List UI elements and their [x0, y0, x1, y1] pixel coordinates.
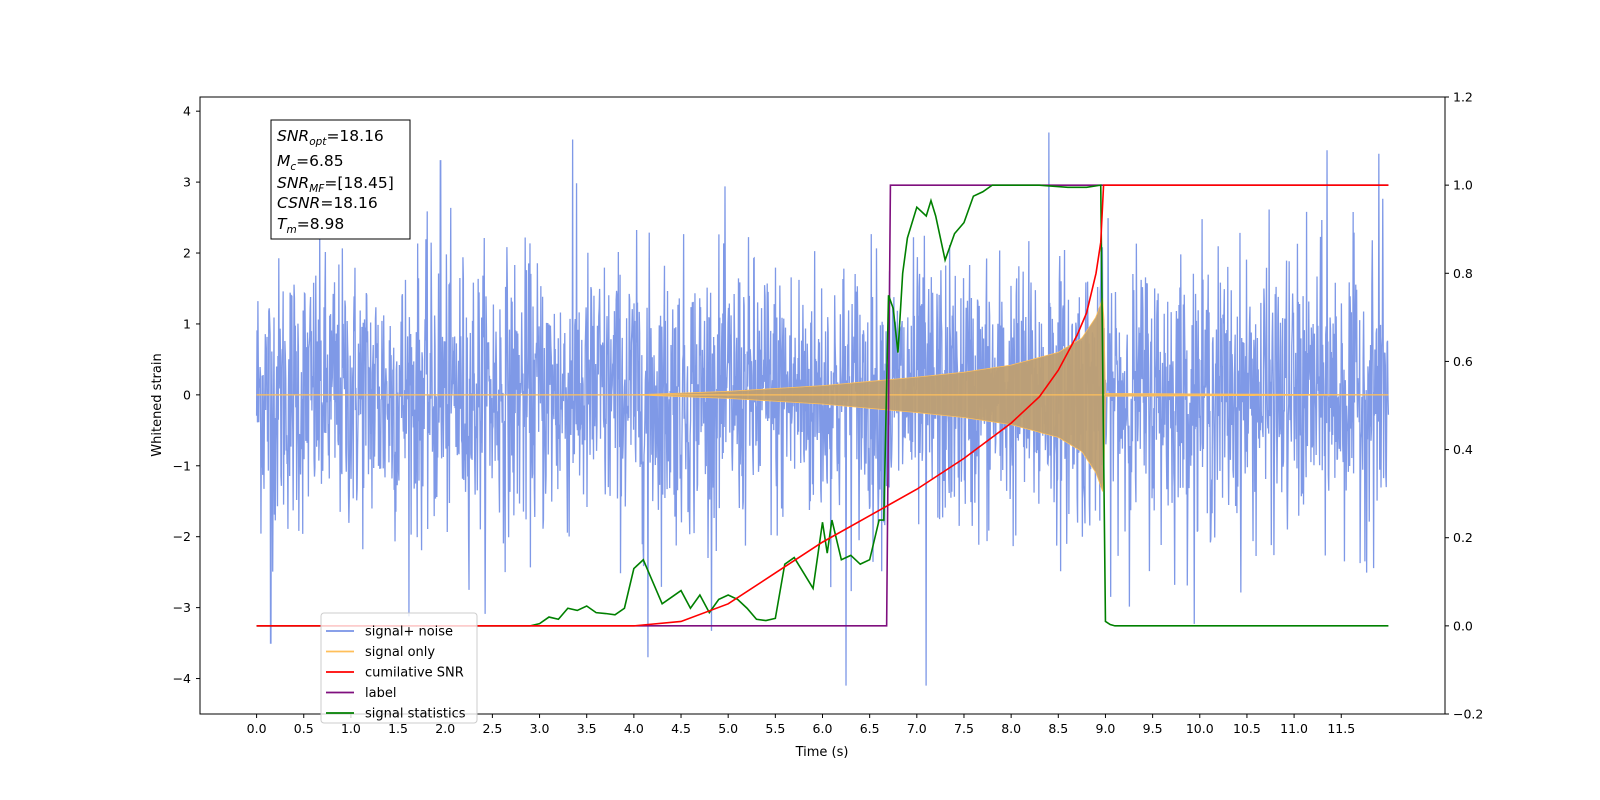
legend: signal+ noise signal only cumilative SNR la…: [320, 612, 478, 724]
y-tick-label-left: 0: [183, 387, 191, 402]
stats-box: SNRopt=18.16 Mc=6.85 SNRMF=[18.45] CSNR=…: [270, 119, 411, 240]
x-tick-label: 3.5: [577, 721, 597, 736]
legend-frame: [320, 612, 478, 724]
x-tick-label: 5.0: [718, 721, 738, 736]
stats-box-frame: [270, 119, 411, 240]
y-tick-label-right: 0.0: [1453, 618, 1473, 633]
x-tick-label: 4.0: [624, 721, 644, 736]
x-tick-label: 1.5: [388, 721, 408, 736]
x-tick-label: 0.5: [294, 721, 314, 736]
legend-items: signal+ noise signal only cumilative SNR la…: [326, 625, 466, 722]
x-tick-label: 5.5: [765, 721, 785, 736]
x-tick-label: 8.5: [1048, 721, 1068, 736]
x-tick-label: 4.5: [671, 721, 691, 736]
stats-snr-opt: SNRopt=18.16: [277, 127, 384, 148]
legend-entry: signal statistics: [365, 707, 466, 722]
y-axis-left: −4 −3 −2 −1 0 1 2 3 4: [173, 104, 200, 686]
y-tick-label-right: 1.0: [1453, 178, 1473, 193]
y-tick-label-left: −1: [173, 458, 191, 473]
x-tick-label: 6.5: [860, 721, 880, 736]
series-layer: [255, 132, 1390, 686]
x-tick-label: 6.0: [813, 721, 833, 736]
legend-entry: signal only: [365, 645, 435, 660]
legend-entry: signal+ noise: [365, 625, 453, 640]
y-tick-label-left: −2: [173, 529, 191, 544]
y-tick-label-right: 0.4: [1453, 442, 1473, 457]
legend-entry: cumilative SNR: [365, 666, 464, 681]
y-tick-label-right: 0.8: [1453, 266, 1473, 281]
x-axis-label: Time (s): [795, 745, 849, 760]
x-tick-label: 9.0: [1096, 721, 1116, 736]
x-tick-label: 11.5: [1327, 721, 1355, 736]
x-tick-label: 11.0: [1280, 721, 1308, 736]
stats-snr-mf: SNRMF=[18.45]: [277, 174, 394, 195]
plot-area: [255, 132, 1390, 686]
stats-mc: Mc=6.85: [277, 152, 344, 173]
x-tick-label: 3.0: [530, 721, 550, 736]
stats-tm: Tm=8.98: [277, 215, 344, 236]
series-signal-statistics: [256, 184, 1389, 627]
y-tick-label-right: 0.6: [1453, 354, 1473, 369]
y-tick-label-left: 2: [183, 246, 191, 261]
y-tick-label-right: −0.2: [1453, 707, 1483, 722]
x-tick-label: 2.5: [482, 721, 502, 736]
x-tick-label: 2.0: [435, 721, 455, 736]
x-tick-label: 7.5: [954, 721, 974, 736]
y-tick-label-left: −3: [173, 600, 191, 615]
y-tick-label-right: 0.2: [1453, 530, 1473, 545]
y-tick-label-left: −4: [173, 671, 191, 686]
x-tick-label: 10.5: [1233, 721, 1261, 736]
series-cumulative-snr: [256, 184, 1389, 627]
y-axis-right: −0.2 0.0 0.2 0.4 0.6 0.8 1.0 1.2: [1445, 90, 1483, 722]
x-tick-label: 8.0: [1001, 721, 1021, 736]
y-axis-label: Whitened strain: [150, 353, 165, 456]
y-tick-label-left: 1: [183, 316, 191, 331]
x-tick-label: 1.0: [341, 721, 361, 736]
x-tick-label: 9.5: [1143, 721, 1163, 736]
stats-csnr: CSNR=18.16: [277, 194, 378, 212]
x-tick-label: 0.0: [247, 721, 267, 736]
series-signal-plus-noise: [255, 132, 1390, 686]
x-tick-label: 7.0: [907, 721, 927, 736]
legend-entry: label: [365, 686, 396, 701]
y-tick-label-right: 1.2: [1453, 90, 1473, 105]
x-axis: 0.0 0.5 1.0 1.5 2.0 2.5 3.0 3.5 4.0 4.5 5.0 5.5 6.0 6…: [247, 714, 1355, 736]
y-tick-label-left: 3: [183, 175, 191, 190]
x-tick-label: 10.0: [1186, 721, 1214, 736]
y-tick-label-left: 4: [183, 104, 191, 119]
